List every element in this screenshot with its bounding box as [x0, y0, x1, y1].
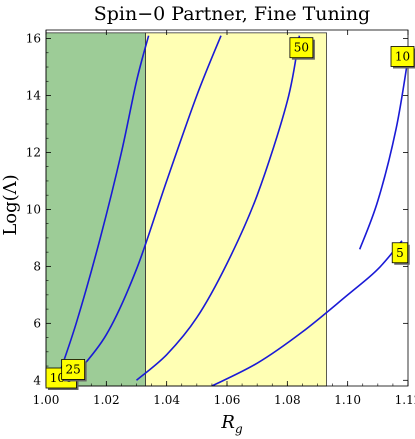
x-axis-label-main: R — [220, 412, 235, 433]
y-tick-label: 10 — [26, 202, 41, 216]
contour-label-5: 5 — [391, 242, 410, 265]
contour-label-text: 25 — [66, 362, 81, 376]
contour-label-box — [289, 37, 314, 59]
x-tick-label: 1.06 — [214, 393, 241, 407]
region-green — [45, 32, 146, 387]
contour-line-5 — [211, 240, 403, 386]
contour-line-100 — [54, 35, 150, 386]
contour-label-box — [61, 359, 86, 380]
plot-area — [45, 32, 408, 387]
contour-label-box — [391, 242, 409, 264]
x-axis-label: Rg — [220, 412, 243, 436]
contour-label-text: 5 — [396, 246, 404, 260]
y-tick-label: 14 — [26, 89, 42, 103]
contour-label-text: 10 — [395, 49, 410, 63]
y-axis-ticks: 4 6 8 10 12 14 16 — [26, 32, 408, 387]
y-axis-label: Log(Λ) — [0, 174, 21, 235]
x-tick-label: 1.08 — [274, 393, 301, 407]
x-tick-label: 1.12 — [395, 393, 415, 407]
region-yellow — [145, 32, 327, 387]
contour-label-text: 50 — [294, 41, 309, 55]
x-tick-label: 1.10 — [334, 393, 361, 407]
x-tick-label: 1.04 — [153, 393, 180, 407]
contour-lines — [54, 35, 408, 386]
chart-title: Spin−0 Partner, Fine Tuning — [94, 3, 370, 25]
x-tick-label: 1.00 — [33, 393, 60, 407]
contour-label-50: 50 — [289, 37, 315, 60]
contour-label-25: 25 — [61, 359, 87, 382]
y-tick-label: 6 — [33, 316, 41, 330]
y-tick-label: 4 — [33, 373, 41, 387]
contour-line-50 — [135, 35, 301, 381]
x-axis-label-sub: g — [235, 422, 243, 436]
contour-line-25 — [72, 35, 222, 378]
contour-label-box — [390, 46, 415, 67]
y-tick-label: 16 — [26, 32, 41, 46]
x-tick-label: 1.02 — [93, 393, 120, 407]
x-axis-ticks: 1.00 1.02 1.04 1.06 1.08 1.10 1.12 — [33, 30, 415, 407]
y-tick-label: 8 — [33, 259, 41, 273]
y-tick-label: 12 — [26, 145, 41, 159]
contour-line-10 — [358, 58, 408, 250]
contour-label-10: 10 — [390, 46, 415, 69]
